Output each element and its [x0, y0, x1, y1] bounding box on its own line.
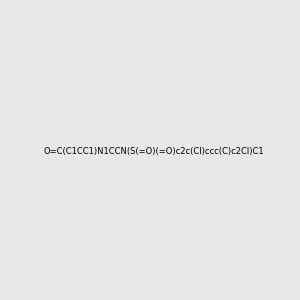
- Text: O=C(C1CC1)N1CCN(S(=O)(=O)c2c(Cl)ccc(C)c2Cl)C1: O=C(C1CC1)N1CCN(S(=O)(=O)c2c(Cl)ccc(C)c2…: [44, 147, 264, 156]
